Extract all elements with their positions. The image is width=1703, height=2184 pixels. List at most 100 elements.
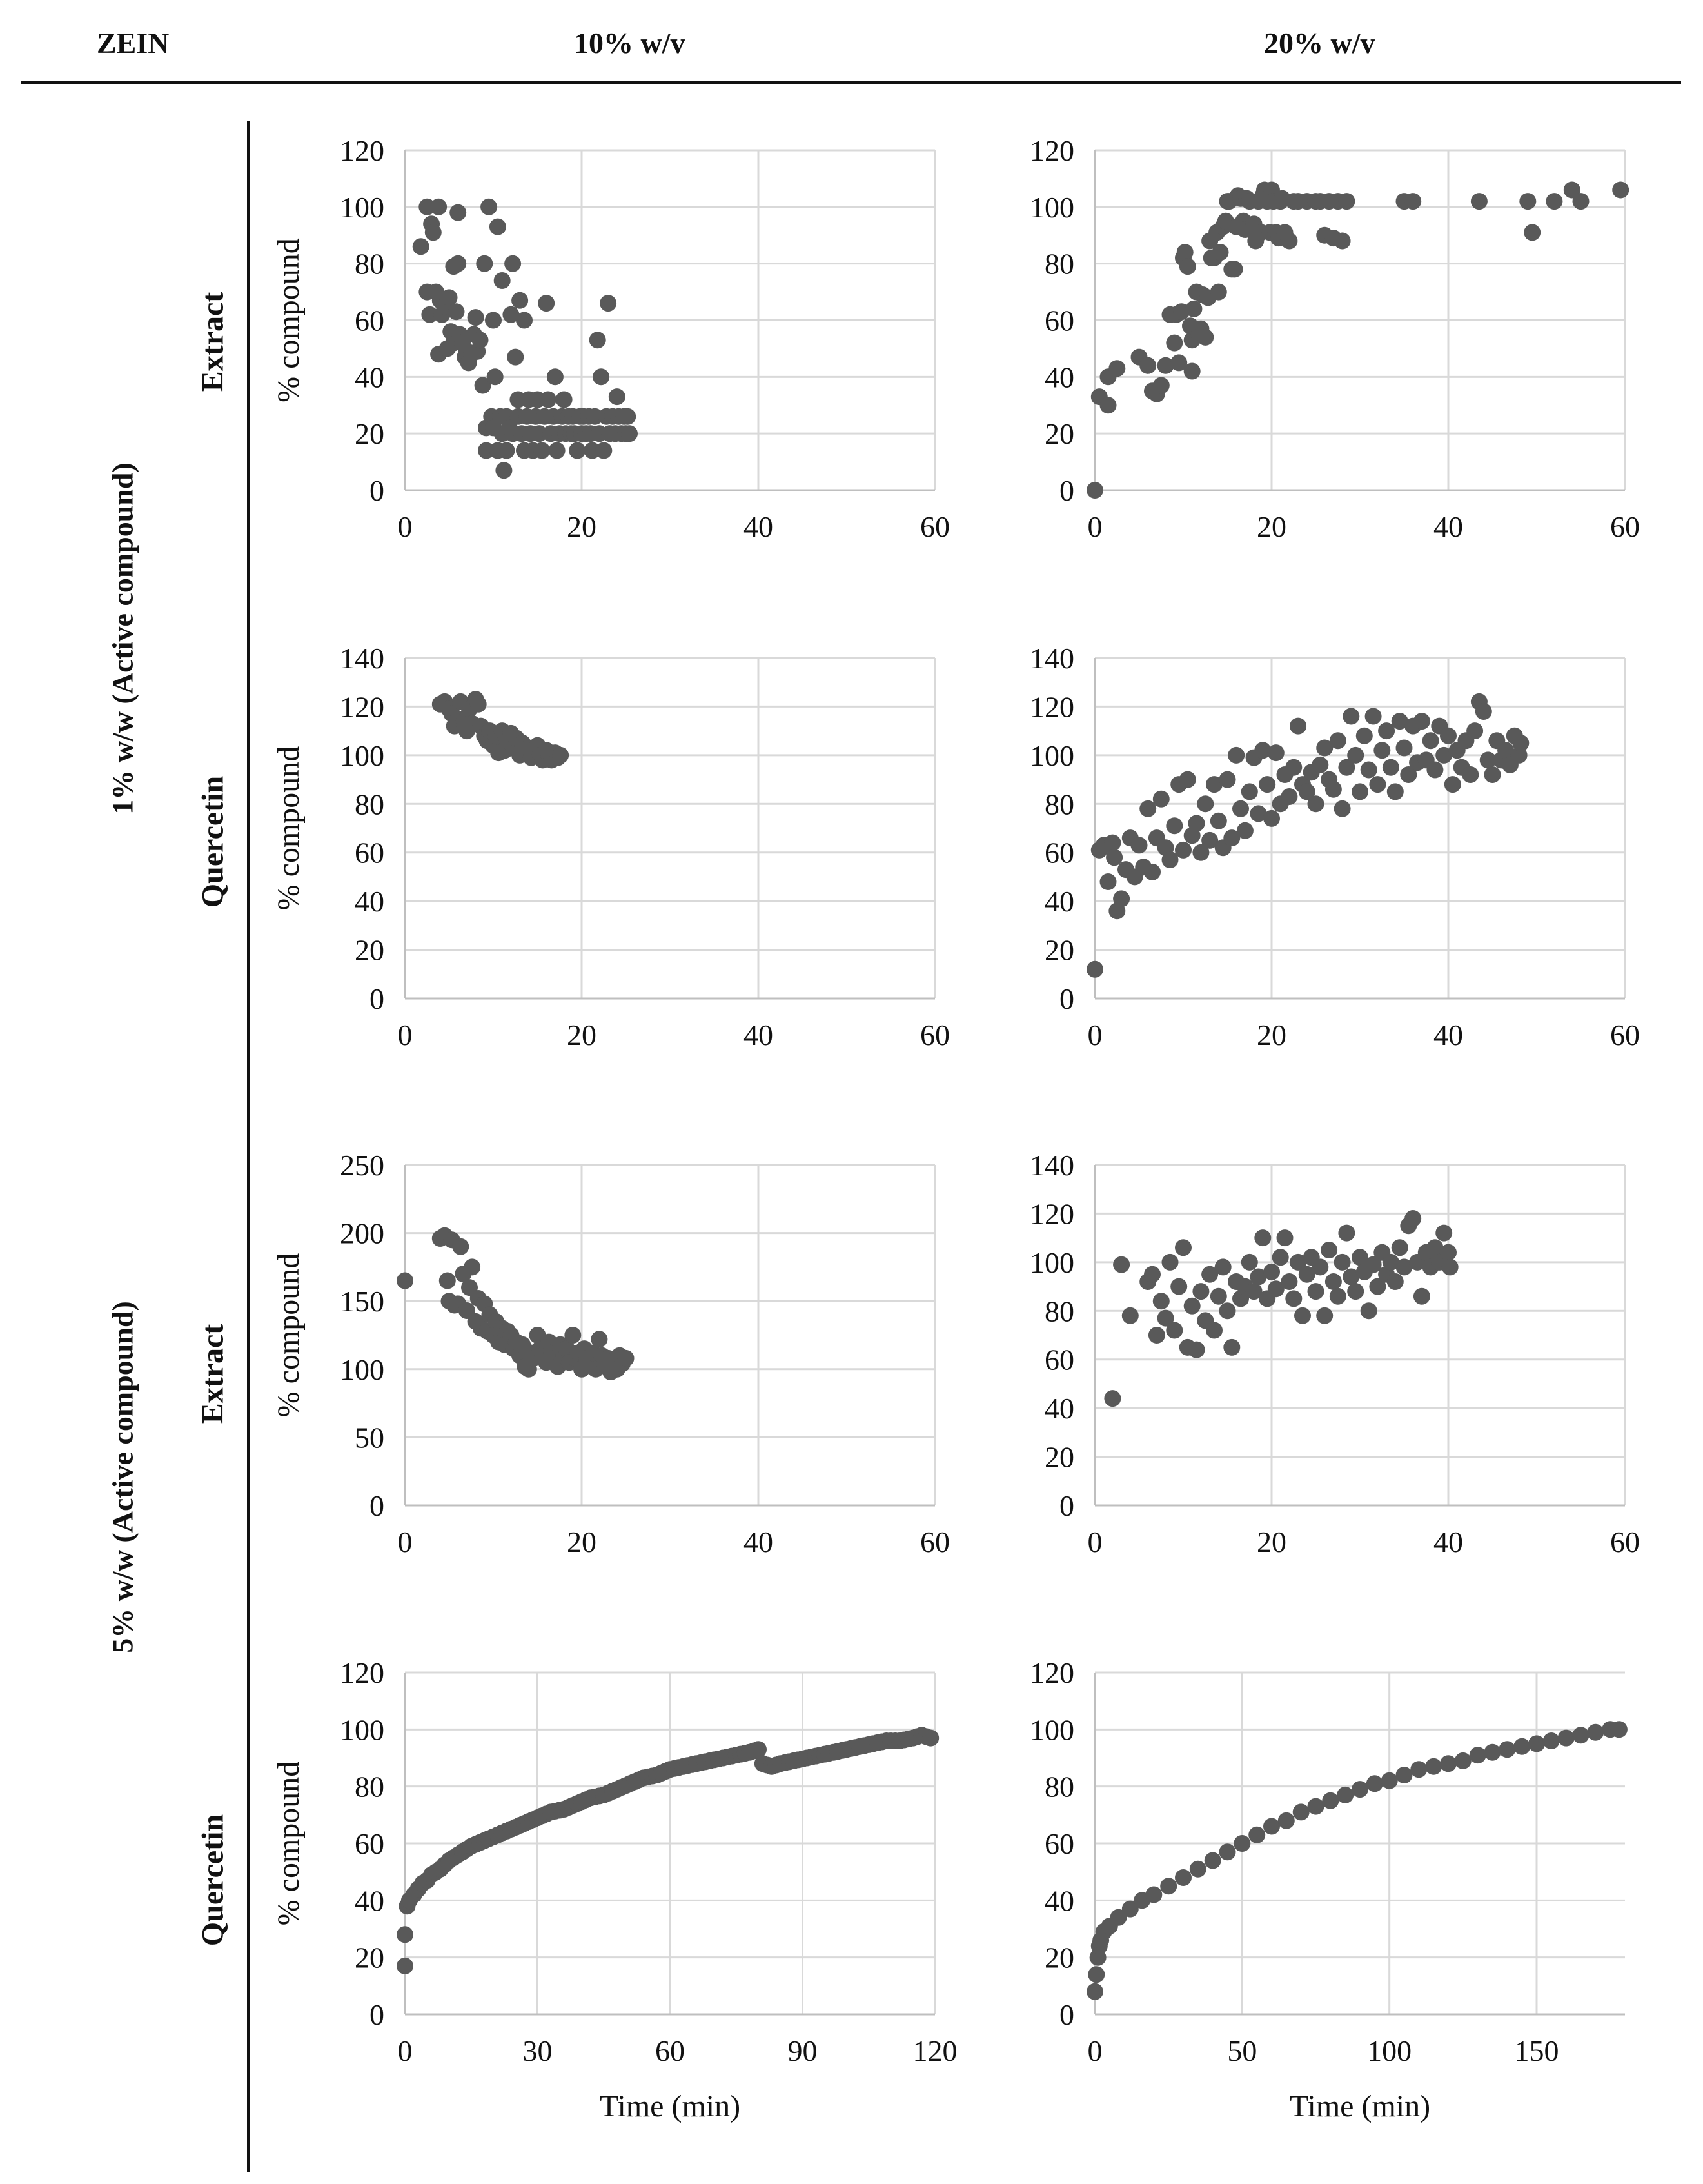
y-tick-label: 20 — [1045, 1441, 1074, 1474]
data-point — [1360, 1302, 1377, 1320]
x-tick-label: 40 — [743, 1525, 773, 1558]
data-point — [1197, 328, 1214, 346]
data-point — [1413, 1287, 1430, 1305]
data-point — [1292, 1803, 1310, 1821]
y-tick-label: 0 — [1059, 1489, 1074, 1522]
data-point — [1197, 795, 1214, 813]
data-point — [1329, 1287, 1346, 1305]
data-point — [1528, 1735, 1545, 1752]
data-point — [1338, 193, 1355, 210]
data-point — [1219, 771, 1236, 788]
data-point — [1254, 1229, 1272, 1247]
data-point — [1276, 1229, 1294, 1247]
data-point — [1214, 1258, 1232, 1276]
data-point — [1307, 795, 1324, 813]
data-point — [1364, 708, 1382, 725]
data-point — [589, 332, 606, 349]
data-point — [1612, 181, 1629, 199]
data-point — [1347, 1283, 1364, 1300]
data-point — [1160, 1878, 1177, 1895]
data-point — [1272, 1249, 1289, 1266]
data-point — [1352, 783, 1368, 800]
data-point — [1267, 1280, 1285, 1298]
data-point — [511, 292, 529, 309]
y-tick-label: 40 — [1045, 1392, 1074, 1425]
data-point — [1166, 334, 1183, 352]
data-point — [1316, 1307, 1334, 1324]
data-point — [1410, 1761, 1428, 1778]
data-point — [1542, 1732, 1560, 1749]
data-point — [1343, 1268, 1360, 1286]
data-point — [608, 388, 625, 406]
y-axis-title: % compound — [271, 238, 306, 402]
data-point — [1324, 780, 1342, 798]
y-tick-label: 20 — [355, 934, 384, 967]
data-point — [1219, 1302, 1236, 1320]
x-tick-label: 0 — [1088, 510, 1103, 543]
data-point — [531, 425, 548, 442]
data-point — [1232, 800, 1249, 817]
data-point — [546, 368, 564, 386]
data-point — [1469, 1747, 1486, 1764]
x-tick-label: 20 — [567, 1525, 596, 1558]
data-point — [1352, 1249, 1368, 1266]
data-point — [1210, 1287, 1227, 1305]
data-point — [1369, 776, 1386, 793]
y-tick-label: 0 — [369, 1489, 384, 1522]
data-point — [471, 332, 489, 349]
data-point — [1479, 751, 1497, 769]
y-tick-label: 40 — [1045, 1884, 1074, 1917]
data-point — [1281, 1273, 1298, 1290]
data-point — [516, 312, 533, 329]
data-point — [1364, 1256, 1382, 1273]
data-point — [569, 442, 586, 459]
data-point — [591, 1331, 608, 1348]
data-point — [1188, 1341, 1205, 1358]
data-point — [1108, 360, 1126, 377]
data-point — [440, 289, 458, 306]
data-point — [1391, 1239, 1408, 1256]
data-point — [1157, 357, 1174, 374]
data-point — [1426, 1239, 1444, 1256]
x-tick-label: 50 — [1227, 2034, 1257, 2067]
y-tick-label: 120 — [340, 134, 384, 167]
x-tick-label: 0 — [398, 2034, 413, 2067]
data-point — [469, 695, 487, 713]
y-tick-label: 0 — [369, 982, 384, 1015]
data-point — [1206, 776, 1223, 793]
data-point — [533, 442, 551, 459]
data-point — [449, 255, 467, 272]
data-point — [1369, 1278, 1386, 1295]
data-point — [1435, 746, 1453, 764]
data-point — [502, 306, 520, 323]
data-point — [1316, 739, 1334, 757]
data-point — [397, 1926, 413, 1943]
y-tick-label: 80 — [355, 248, 384, 281]
x-tick-label: 60 — [1610, 1018, 1640, 1051]
x-tick-label: 0 — [1088, 1525, 1103, 1558]
y-tick-label: 0 — [1059, 1998, 1074, 2031]
data-point — [1454, 1752, 1472, 1769]
x-tick-label: 60 — [655, 2034, 685, 2067]
y-tick-label: 60 — [1045, 304, 1074, 337]
data-point — [1391, 713, 1408, 730]
data-point — [467, 309, 484, 326]
data-point — [464, 1258, 481, 1276]
data-point — [1104, 834, 1121, 851]
data-point — [1572, 1727, 1590, 1744]
chart-p00: 0 20 40 60 80 100 120 0 20 40 60 % compound — [271, 134, 950, 543]
data-point — [1179, 771, 1196, 788]
data-point — [397, 1272, 413, 1289]
data-point — [1263, 809, 1280, 827]
data-point — [1307, 1798, 1324, 1815]
x-tick-label: 40 — [1433, 1525, 1463, 1558]
data-point — [1201, 1266, 1219, 1283]
data-point — [1355, 727, 1373, 744]
data-point — [1210, 283, 1227, 301]
y-tick-label: 100 — [1030, 1713, 1074, 1746]
data-point — [1400, 766, 1417, 783]
data-point — [474, 377, 491, 394]
data-point — [1425, 1758, 1442, 1775]
data-point — [438, 1272, 456, 1289]
